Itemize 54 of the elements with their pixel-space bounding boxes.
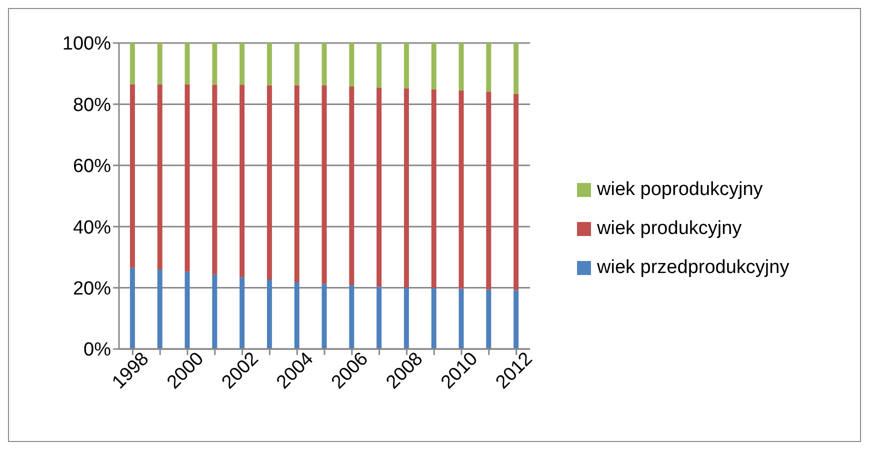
bar [514,290,519,349]
bar [486,92,492,290]
bar [212,84,218,274]
bar [458,288,464,349]
bar [184,84,190,272]
bar [294,282,300,349]
bar [514,43,519,94]
legend-label: wiek produkcyjny [597,218,742,240]
legend-label: wiek przedprodukcyjny [597,257,790,279]
bar [240,84,245,278]
bar [349,43,354,86]
bar [458,43,464,90]
bar [212,274,218,349]
bar [404,88,409,288]
bar [266,43,272,86]
bar [212,43,218,85]
bar [266,280,272,349]
bar [404,43,409,88]
y-tick-label: 80% [72,94,112,116]
bar [431,90,436,288]
bar [157,84,162,270]
y-tick-label: 100% [62,34,112,55]
y-tick-label: 60% [72,156,112,178]
bar [294,85,300,282]
bar [349,86,354,286]
bar [404,287,409,349]
bar [322,43,327,86]
bar [130,268,135,349]
bar [349,285,354,349]
bar [458,90,464,289]
y-tick-label: 0% [84,340,112,361]
bar [431,288,436,349]
bar [486,290,492,349]
bar [322,284,327,349]
y-tick-label: 20% [72,278,112,300]
bar [130,84,135,268]
bar [240,43,245,85]
bar [431,43,436,90]
bar [184,272,190,349]
bar [294,43,300,86]
bar [157,269,162,349]
y-tick-label: 40% [72,217,112,238]
bar [486,43,492,92]
bar [322,86,327,284]
legend-label: wiek poprodukcyjny [597,179,763,201]
bar [130,43,135,84]
bar [157,43,162,84]
bar [240,277,245,349]
bar [184,43,190,84]
bar [266,85,272,280]
bar [376,286,382,349]
bar [376,88,382,287]
bar [376,43,382,88]
bar [514,94,519,290]
